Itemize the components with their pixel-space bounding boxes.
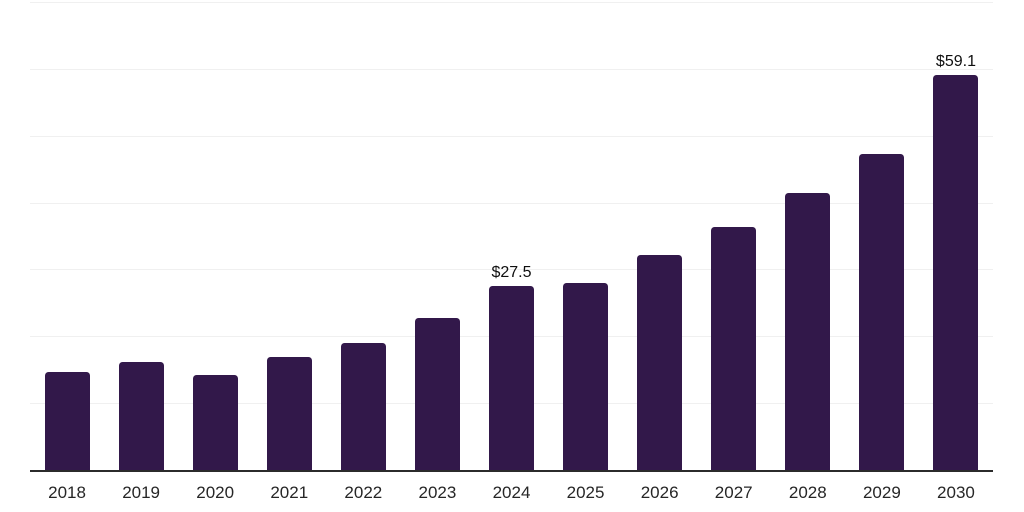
x-axis-line (30, 469, 993, 472)
bar-2029 (859, 153, 905, 470)
gridline-30 (30, 269, 993, 271)
bar-2023 (414, 318, 460, 470)
x-tick-2022: 2022 (344, 483, 383, 502)
bar-2019 (118, 362, 164, 470)
x-tick-2024: 2024 (492, 483, 531, 502)
bar-2022 (340, 342, 386, 470)
x-tick-2027: 2027 (714, 483, 753, 502)
value-label-2030: $59.1 (935, 52, 976, 70)
x-tick-2023: 2023 (418, 483, 457, 502)
bar-2028 (785, 193, 831, 470)
bar-2021 (266, 357, 312, 470)
bar-2018 (44, 372, 90, 470)
value-label-2024: $27.5 (491, 264, 532, 282)
x-tick-2019: 2019 (122, 483, 161, 502)
x-tick-2021: 2021 (270, 483, 309, 502)
x-tick-2018: 2018 (48, 483, 86, 502)
x-tick-2025: 2025 (566, 483, 605, 502)
x-tick-2030: 2030 (937, 483, 975, 502)
gridline-70 (30, 2, 993, 3)
x-tick-2028: 2028 (788, 483, 827, 502)
bar-2027 (711, 227, 757, 470)
bar-2025 (563, 282, 609, 470)
bar-2030 (933, 74, 979, 470)
gridline-60 (30, 68, 993, 70)
gridline-50 (30, 135, 993, 137)
x-tick-2029: 2029 (862, 483, 901, 502)
x-tick-2026: 2026 (640, 483, 679, 502)
bar-2020 (192, 375, 238, 470)
bar-2026 (637, 255, 683, 470)
x-tick-2020: 2020 (196, 483, 235, 502)
gridline-40 (30, 202, 993, 204)
bar-2024 (489, 286, 534, 470)
